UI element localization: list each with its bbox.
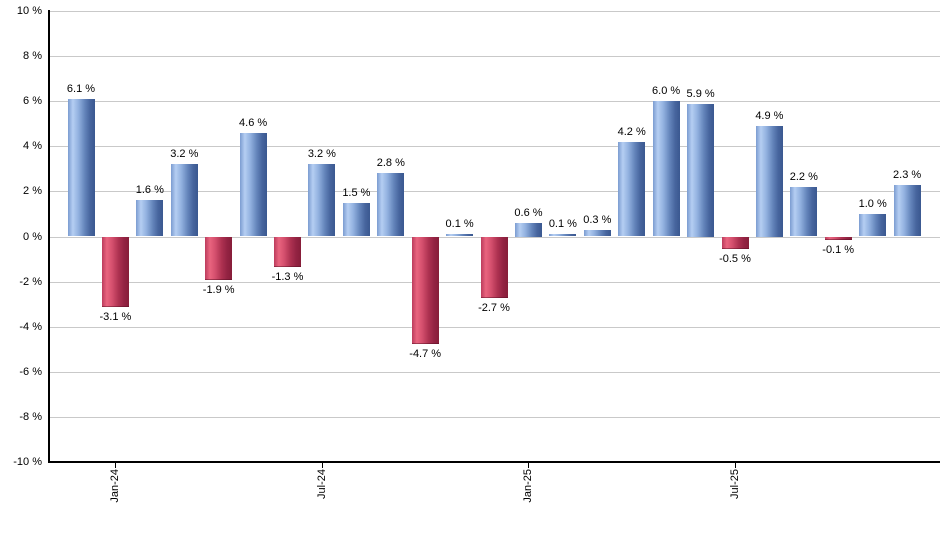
bar <box>101 236 129 308</box>
bar-value-label: 3.2 % <box>307 148 336 161</box>
bar-value-label: 0.1 % <box>445 218 474 231</box>
bar-value-label: -3.1 % <box>99 311 132 324</box>
bar <box>824 236 852 240</box>
bar-value-label: -0.5 % <box>719 252 751 265</box>
x-axis-line <box>48 461 940 463</box>
bar <box>446 234 474 237</box>
x-tick <box>735 463 736 468</box>
gridline <box>50 327 940 328</box>
x-tick-label: Jan-24 <box>109 469 121 503</box>
gridline <box>50 191 940 192</box>
bar-value-label: 0.3 % <box>583 213 612 226</box>
y-tick-label: -4 % <box>19 321 42 333</box>
bar <box>893 184 921 237</box>
y-tick-label: 4 % <box>23 140 42 152</box>
bar <box>480 236 508 299</box>
bar-value-label: 1.5 % <box>342 186 371 199</box>
y-tick-label: 6 % <box>23 95 42 107</box>
y-tick-label: 2 % <box>23 185 42 197</box>
bar <box>377 173 405 237</box>
bar <box>549 234 577 237</box>
bar <box>136 200 164 237</box>
y-axis-line <box>48 10 50 463</box>
bar-value-label: 1.0 % <box>858 197 887 210</box>
bar-value-label: -2.7 % <box>478 302 510 315</box>
bar-value-label: 1.6 % <box>135 184 164 197</box>
bar <box>652 101 680 237</box>
bar <box>790 186 818 237</box>
bar <box>755 126 783 237</box>
gridline <box>50 101 940 102</box>
x-tick <box>115 463 116 468</box>
bar <box>342 202 370 237</box>
bar-value-label: 4.2 % <box>617 125 646 138</box>
bar <box>67 98 95 237</box>
y-tick-label: 0 % <box>23 231 42 243</box>
bar-value-label: 6.1 % <box>66 82 96 95</box>
y-tick-label: -6 % <box>19 366 42 378</box>
bar-value-label: 4.6 % <box>239 116 268 129</box>
gridline <box>50 11 940 12</box>
bar-value-label: -4.7 % <box>409 347 442 360</box>
y-tick-label: 10 % <box>16 5 42 17</box>
bar-value-label: 5.9 % <box>686 87 715 100</box>
bar-value-label: 0.1 % <box>548 218 577 231</box>
bar-value-label: 2.2 % <box>789 170 818 183</box>
bar <box>170 164 198 237</box>
bar <box>687 103 715 237</box>
bar-value-label: -1.9 % <box>202 284 235 297</box>
y-tick-label: -2 % <box>19 276 42 288</box>
bar-value-label: 6.0 % <box>652 85 681 98</box>
bar <box>308 164 336 237</box>
x-tick <box>528 463 529 468</box>
bar-value-label: 0.6 % <box>514 207 543 219</box>
bar <box>515 223 542 237</box>
bar <box>205 236 233 281</box>
bar <box>859 213 887 237</box>
gridline <box>50 56 940 57</box>
gridline <box>50 372 940 373</box>
bar-value-label: 2.3 % <box>893 168 922 181</box>
bar-value-label: 4.9 % <box>755 110 784 122</box>
gridline <box>50 417 940 418</box>
gridline <box>50 146 940 147</box>
x-tick-label: Jul-25 <box>729 469 741 499</box>
bar-value-label: -0.1 % <box>822 243 855 256</box>
bar-value-label: -1.3 % <box>271 270 304 283</box>
bar <box>583 229 611 237</box>
x-tick-label: Jan-25 <box>522 469 534 503</box>
bar <box>411 236 439 344</box>
bar-value-label: 3.2 % <box>170 148 199 161</box>
x-tick <box>322 463 323 468</box>
y-tick-label: -10 % <box>13 456 42 468</box>
bar <box>239 132 267 237</box>
y-tick-label: -8 % <box>19 411 42 423</box>
bar <box>721 236 749 249</box>
bar <box>274 236 301 267</box>
bar <box>618 141 646 237</box>
y-tick-label: 8 % <box>23 50 42 62</box>
bar-value-label: 2.8 % <box>376 157 405 170</box>
x-tick-label: Jul-24 <box>316 469 328 499</box>
